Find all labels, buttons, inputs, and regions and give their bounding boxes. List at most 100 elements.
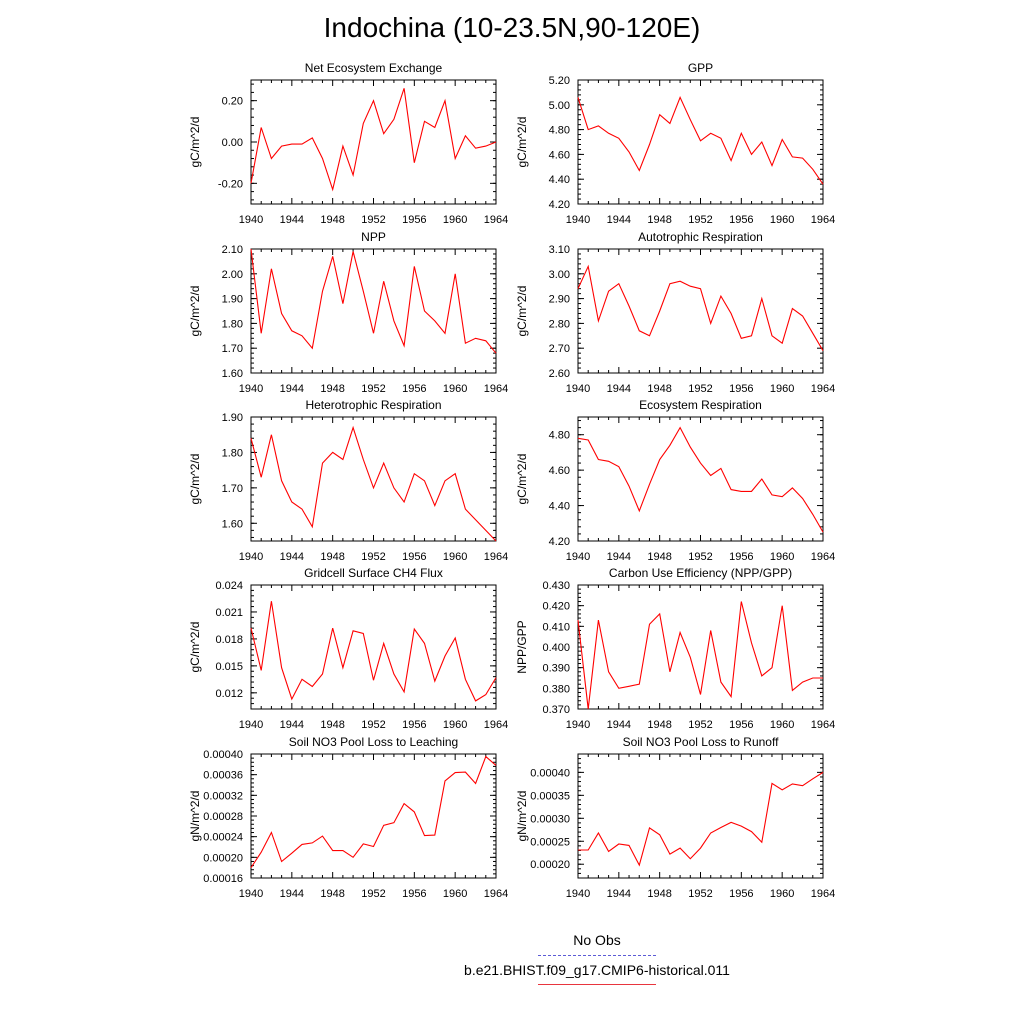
y-axis-label: gC/m^2/d <box>515 286 529 337</box>
plot-frame <box>577 416 824 542</box>
chart-carbon-use-efficiency-npp-gpp: Carbon Use Efficiency (NPP/GPP) NPP/GPP 19… <box>515 566 835 731</box>
chart-soil-no3-pool-loss-to-runoff: Soil NO3 Pool Loss to Runoff gN/m^2/d 1940… <box>515 735 835 900</box>
y-tick-label: 0.20 <box>222 96 243 108</box>
x-tick-label: 1940 <box>566 383 590 395</box>
x-tick-label: 1940 <box>239 383 263 395</box>
x-tick-label: 1964 <box>811 214 835 226</box>
x-tick-label: 1944 <box>607 214 631 226</box>
x-tick-label: 1960 <box>443 888 467 900</box>
x-tick-label: 1956 <box>729 551 753 563</box>
y-tick-label: 0.370 <box>542 704 570 716</box>
y-tick-label: 4.80 <box>549 430 570 442</box>
series-line <box>250 88 497 192</box>
y-tick-label: 0.00030 <box>530 813 570 825</box>
chart-soil-no3-pool-loss-to-leaching: Soil NO3 Pool Loss to Leaching gN/m^2/d 19… <box>188 735 508 900</box>
y-tick-label: 0.00020 <box>530 859 570 871</box>
x-tick-label: 1944 <box>607 888 631 900</box>
chart-title: Autotrophic Respiration <box>638 230 763 244</box>
chart-title: Ecosystem Respiration <box>639 398 762 412</box>
x-tick-label: 1956 <box>729 214 753 226</box>
x-tick-label: 1940 <box>239 888 263 900</box>
series-line <box>250 755 497 869</box>
x-tick-label: 1964 <box>811 551 835 563</box>
x-tick-label: 1960 <box>443 214 467 226</box>
x-tick-label: 1948 <box>320 719 344 731</box>
x-tick-label: 1956 <box>729 888 753 900</box>
x-tick-label: 1944 <box>607 551 631 563</box>
series-line <box>577 601 823 710</box>
legend-line-model-run <box>538 984 656 985</box>
x-tick-label: 1964 <box>484 551 508 563</box>
y-tick-label: 2.80 <box>549 318 570 330</box>
y-tick-label: 1.70 <box>222 343 243 355</box>
y-tick-label: 0.00028 <box>203 811 243 823</box>
chart-title: Carbon Use Efficiency (NPP/GPP) <box>609 566 792 580</box>
x-tick-label: 1948 <box>647 551 671 563</box>
y-tick-label: 0.00025 <box>530 836 570 848</box>
plot-frame <box>250 79 497 205</box>
legend-line-no-obs <box>538 955 656 956</box>
x-tick-label: 1952 <box>688 888 712 900</box>
series-line <box>577 426 824 533</box>
page-title: Indochina (10-23.5N,90-120E) <box>323 12 701 43</box>
y-tick-label: 1.90 <box>222 412 243 424</box>
x-tick-label: 1948 <box>320 214 344 226</box>
y-tick-label: 0.00016 <box>203 873 243 885</box>
x-tick-label: 1956 <box>402 383 426 395</box>
x-tick-label: 1944 <box>280 888 304 900</box>
y-tick-label: 2.10 <box>222 244 243 256</box>
y-tick-label: 0.400 <box>542 642 570 654</box>
y-tick-label: 3.10 <box>549 244 570 256</box>
x-tick-label: 1960 <box>770 888 794 900</box>
x-tick-label: 1944 <box>607 383 631 395</box>
y-tick-label: -0.20 <box>218 178 243 190</box>
y-tick-label: 0.420 <box>542 601 570 613</box>
series-line <box>250 248 497 354</box>
plot-frame <box>577 79 824 205</box>
plot-frame <box>250 248 497 374</box>
plot-frame <box>577 584 824 710</box>
x-tick-label: 1948 <box>647 383 671 395</box>
y-tick-label: 0.012 <box>215 688 243 700</box>
chart-net-ecosystem-exchange: Net Ecosystem Exchange gC/m^2/d 1940 1944 19… <box>188 61 508 226</box>
y-tick-label: 0.015 <box>215 661 243 673</box>
y-tick-label: 1.80 <box>222 447 243 459</box>
x-tick-label: 1952 <box>361 551 385 563</box>
legend-label-no-obs: No Obs <box>573 932 621 948</box>
x-tick-label: 1960 <box>770 214 794 226</box>
x-tick-label: 1952 <box>361 214 385 226</box>
x-tick-label: 1948 <box>320 383 344 395</box>
x-tick-label: 1952 <box>361 888 385 900</box>
chart-heterotrophic-respiration: Heterotrophic Respiration gC/m^2/d 1940 194… <box>188 398 508 563</box>
y-tick-label: 0.024 <box>215 580 243 592</box>
x-tick-label: 1956 <box>729 383 753 395</box>
chart-gpp: GPP gC/m^2/d 1940 1944 1948 1952 1956 1960 1964 4… <box>515 61 835 226</box>
x-tick-label: 1960 <box>770 719 794 731</box>
x-tick-label: 1948 <box>647 719 671 731</box>
x-tick-label: 1952 <box>361 383 385 395</box>
x-tick-label: 1964 <box>811 383 835 395</box>
y-axis-label: gC/m^2/d <box>188 454 202 505</box>
x-tick-label: 1940 <box>566 214 590 226</box>
y-tick-label: 0.410 <box>542 621 570 633</box>
chart-title: Gridcell Surface CH4 Flux <box>304 566 443 580</box>
chart-npp: NPP gC/m^2/d 1940 1944 1948 1952 1956 1960 1964 1… <box>188 230 508 395</box>
y-tick-label: 0.00020 <box>203 852 243 864</box>
series-line <box>577 264 824 351</box>
x-tick-label: 1964 <box>484 214 508 226</box>
x-tick-label: 1964 <box>811 888 835 900</box>
x-tick-label: 1960 <box>770 551 794 563</box>
y-tick-label: 5.00 <box>549 100 570 112</box>
y-axis-label: gC/m^2/d <box>515 117 529 168</box>
y-tick-label: 0.018 <box>215 634 243 646</box>
y-axis-label: gC/m^2/d <box>188 286 202 337</box>
chart-ecosystem-respiration: Ecosystem Respiration gC/m^2/d 1940 1944 194… <box>515 398 835 563</box>
x-tick-label: 1940 <box>566 719 590 731</box>
x-tick-label: 1944 <box>280 214 304 226</box>
plot-frame <box>250 416 497 542</box>
y-tick-label: 3.00 <box>549 269 570 281</box>
y-tick-label: 0.00036 <box>203 770 243 782</box>
x-tick-label: 1952 <box>688 214 712 226</box>
x-tick-label: 1952 <box>688 383 712 395</box>
